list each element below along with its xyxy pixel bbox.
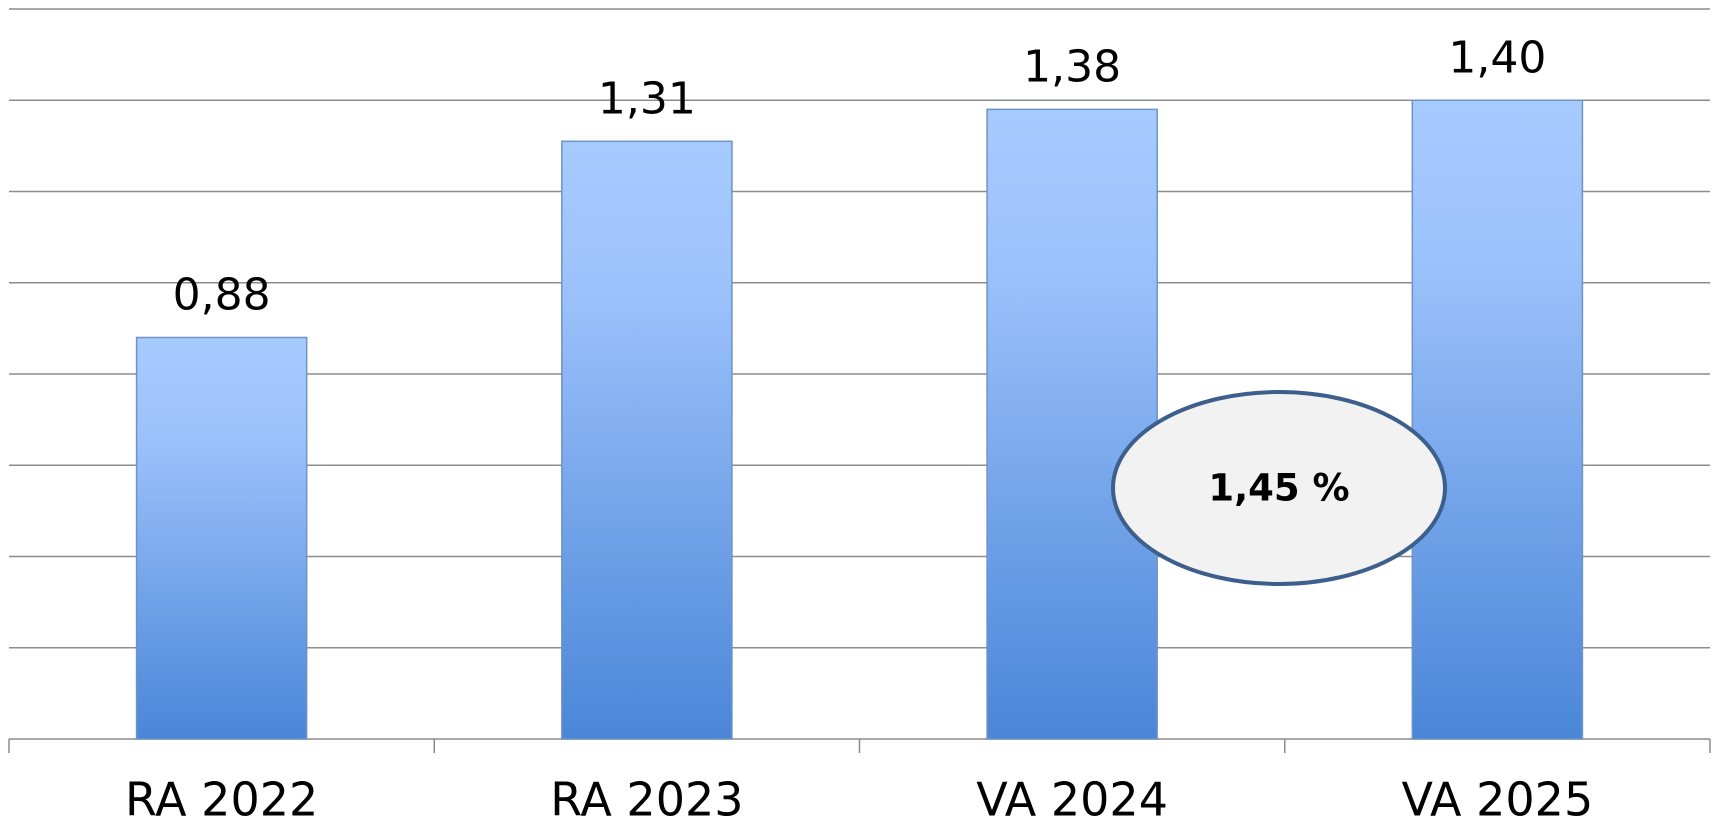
x-tick-label: RA 2023 <box>550 773 743 825</box>
bar <box>561 140 733 740</box>
value-label: 1,40 <box>1448 32 1546 83</box>
annotation: 1,45 % <box>1111 390 1447 586</box>
value-label: 1,31 <box>598 73 696 124</box>
labels: RA 2022 0,88 RA 2023 1,31 VA 2024 1,38 VA 2025… <box>125 32 1593 825</box>
value-label: 1,38 <box>1023 41 1121 92</box>
value-label: 0,88 <box>173 270 271 321</box>
x-tick-label: VA 2025 <box>1402 773 1594 825</box>
bar <box>135 336 308 740</box>
bar <box>986 108 1158 740</box>
x-tick-label: RA 2022 <box>125 773 318 825</box>
annotation-text: 1,45 % <box>1208 467 1349 510</box>
bar <box>1411 99 1584 740</box>
annotation-ellipse <box>1111 390 1447 586</box>
x-tick-label: VA 2024 <box>976 773 1168 825</box>
bars <box>135 99 1584 740</box>
